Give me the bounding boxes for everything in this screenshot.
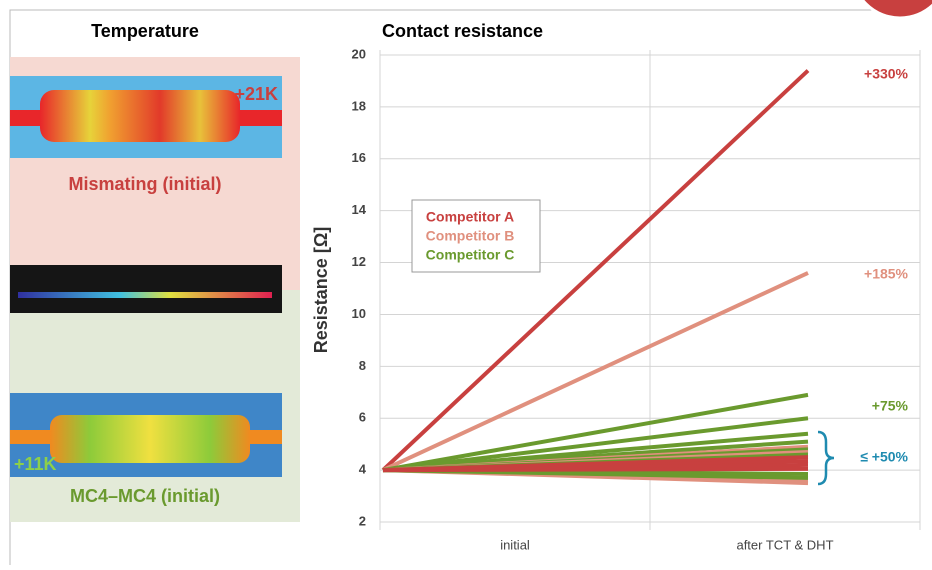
- delta-label: +11K: [14, 454, 57, 474]
- legend: [411, 199, 541, 273]
- y-tick-label: 12: [352, 254, 366, 269]
- panel-title: Temperature: [91, 21, 199, 41]
- series-line: [382, 392, 809, 473]
- chart-title: Contact resistance: [382, 21, 543, 41]
- annotation: +330%: [864, 66, 909, 82]
- legend-entry: Competitor B: [426, 228, 515, 244]
- series-line: [382, 416, 809, 473]
- x-tick-label: after TCT & DHT: [736, 537, 833, 552]
- color-scale: [10, 265, 282, 313]
- y-tick-label: 14: [352, 202, 367, 217]
- legend-entry: Competitor A: [426, 209, 514, 225]
- y-tick-label: 18: [352, 98, 366, 113]
- thermal-connector: [40, 90, 240, 142]
- y-tick-label: 2: [359, 513, 366, 528]
- y-axis-label: Resistance [Ω]: [311, 227, 331, 353]
- y-tick-label: 10: [352, 306, 366, 321]
- annotation: ≤ +50%: [860, 449, 908, 465]
- image-caption: Mismating (initial): [69, 174, 222, 194]
- brace: [817, 430, 835, 486]
- thermal-connector: [50, 415, 250, 463]
- color-scale-bar: [18, 292, 272, 298]
- legend-entry: Competitor C: [426, 247, 515, 263]
- delta-label: +21K: [234, 84, 278, 104]
- x-tick-label: initial: [500, 537, 530, 552]
- series-line: [381, 69, 810, 472]
- annotation: +75%: [872, 398, 909, 414]
- series-line: [382, 271, 809, 472]
- y-tick-label: 16: [352, 150, 366, 165]
- annotation: +185%: [864, 266, 909, 282]
- y-tick-label: 8: [359, 358, 366, 373]
- badge: [860, 0, 932, 20]
- y-tick-label: 20: [352, 46, 366, 61]
- image-caption: MC4–MC4 (initial): [70, 486, 220, 506]
- series-line: [382, 466, 809, 473]
- y-tick-label: 6: [359, 410, 366, 425]
- y-tick-label: 4: [359, 462, 367, 477]
